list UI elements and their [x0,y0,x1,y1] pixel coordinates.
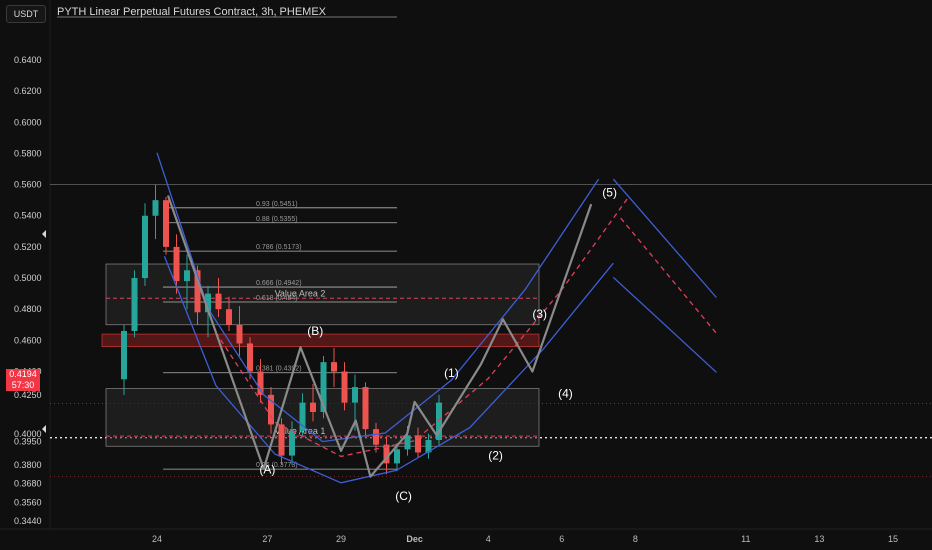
candle-body [404,435,411,450]
fib-label: 0.88 (0.5355) [256,216,298,223]
candle-body [394,449,400,464]
chart-title: PYTH Linear Perpetual Futures Contract, … [57,6,327,18]
candle-body [194,270,201,313]
fib-label: 0.93 (0.5451) [256,201,298,208]
y-axis-tick-label: 0.5000 [14,273,42,283]
wave-label: (2) [488,448,503,462]
elliott-wave-path [166,195,593,478]
y-axis-tick-label: 0.6200 [14,86,42,96]
value-area-label: Value Area 1 [275,426,326,436]
y-axis-tick-label: 0.3950 [14,437,42,447]
y-axis-tick-label: 0.3440 [14,516,42,526]
channel-lower-line [163,255,614,484]
y-axis-left-marker-icon [42,230,46,238]
candle-body [163,200,169,247]
y-axis-tick-label: 0.3560 [14,497,42,507]
candle-body [257,371,264,395]
candle-body [289,430,295,456]
candle-body [152,200,159,216]
candle-body [226,309,232,325]
channel-upper-line [612,178,717,298]
channel-lower-line [612,276,717,373]
wave-label: (C) [395,489,412,503]
candle-body [299,402,306,431]
wave-label: (B) [307,324,323,338]
candle-body [310,402,316,412]
x-axis-tick-label: 4 [486,534,491,544]
x-axis-tick-label: 6 [559,534,564,544]
x-axis-tick-label: 11 [741,534,750,544]
y-axis-tick-label: 0.4800 [14,304,42,314]
candle-body [415,435,421,453]
candle-body [247,343,253,372]
fib-label: 0.381 (0.4392) [256,366,302,373]
wave-label: (4) [558,387,573,401]
channel-upper-line [156,152,600,443]
candle-body [320,362,327,412]
x-axis-tick-label: 27 [262,534,272,544]
candle-body [341,371,348,403]
y-axis-tick-label: 0.5400 [14,211,42,221]
y-axis-tick-label: 0.5800 [14,148,42,158]
candle-body [131,278,138,331]
channel-mid-line [167,196,629,458]
wave-label: (5) [602,185,617,199]
x-axis-tick-label: 29 [336,534,346,544]
y-axis-tick-label: 0.5600 [14,180,42,190]
currency-button[interactable]: USDT [6,5,46,23]
candle-body [425,440,432,453]
resistance-zone [101,333,540,347]
candle-body [383,444,390,464]
value-area-label: Value Area 2 [275,288,326,298]
x-axis-tick-label: 13 [814,534,824,544]
y-axis-left-marker-icon [42,425,46,433]
candle-body [352,387,358,403]
fib-label: 0.666 (0.4942) [256,280,302,287]
x-axis-tick-label: 8 [633,534,638,544]
candle-body [184,270,190,282]
wave-label: (3) [532,307,547,321]
x-axis-tick-label: 24 [152,534,162,544]
countdown-tag: 57:30 [6,380,40,391]
candle-body [173,246,180,282]
candle-body [268,394,274,425]
y-axis-tick-label: 0.3680 [14,479,42,489]
fib-label: 0.786 (0.5173) [256,244,302,251]
channel-mid-line [620,217,717,334]
x-axis-tick-label: 15 [888,534,898,544]
candle-body [436,402,442,441]
last-price-tag: 0.4194 [6,369,40,380]
y-axis-tick-label: 0.5200 [14,242,42,252]
y-axis-tick-label: 0.4250 [14,390,42,400]
candle-body [205,293,211,313]
candle-body [278,424,285,456]
candle-body [331,362,337,372]
candle-body [142,215,148,279]
candle-body [373,429,379,445]
wave-label: (1) [444,366,459,380]
wave-label: (A) [259,462,275,476]
fib-label: 0.618 (0.484) [256,295,298,302]
y-axis-tick-label: 0.4000 [14,429,42,439]
candle-body [121,330,127,380]
candle-body [236,324,243,344]
fib-label: 0.06 (0.3773) [256,462,298,469]
y-axis-tick-label: 0.3800 [14,460,42,470]
x-axis-tick-label: Dec [406,534,423,544]
candle-body [362,387,369,430]
candle-body [215,293,222,310]
y-axis-tick-label: 0.6400 [14,55,42,65]
y-axis-tick-label: 0.4600 [14,335,42,345]
y-axis-tick-label: 0.6000 [14,117,42,127]
